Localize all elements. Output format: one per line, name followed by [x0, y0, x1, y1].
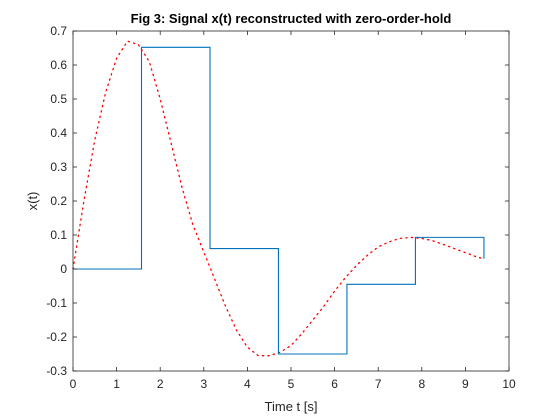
x-tick-label: 9	[462, 377, 469, 391]
series-layer	[72, 40, 485, 357]
y-tick-label: 0.2	[50, 194, 67, 208]
y-tick-label: 0.7	[50, 24, 67, 38]
x-tick-label: 6	[331, 377, 338, 391]
y-tick-label: 0.3	[50, 160, 67, 174]
x-axis-label: Time t [s]	[265, 399, 318, 414]
x-tick-label: 8	[418, 377, 425, 391]
x-tick-label: 0	[70, 377, 77, 391]
y-tick-label: 0.1	[50, 228, 67, 242]
y-tick-label: 0.5	[50, 92, 67, 106]
y-tick-label: -0.2	[46, 330, 67, 344]
chart-title: Fig 3: Signal x(t) reconstructed with ze…	[131, 11, 452, 26]
y-tick-label: 0.6	[50, 58, 67, 72]
y-tick-label: -0.3	[46, 364, 67, 378]
ticks: 0 1 2 3 4 5 6 7 8 9 10 -0.3 -0.2 -0.1 0 0.1 0.2 0.3 0.4 0.5…	[46, 24, 516, 391]
x-tick-label: 5	[288, 377, 295, 391]
x-tick-label: 2	[157, 377, 164, 391]
y-axis-label: x(t)	[25, 192, 40, 211]
y-tick-label: 0.4	[50, 126, 67, 140]
x-tick-label: 3	[200, 377, 207, 391]
x-tick-label: 4	[244, 377, 251, 391]
plot-area	[73, 31, 509, 371]
y-tick-label: -0.1	[46, 296, 67, 310]
x-tick-label: 10	[502, 377, 516, 391]
zoh-series-line	[73, 46, 485, 355]
y-tick-label: 0	[60, 262, 67, 276]
x-tick-label: 7	[375, 377, 382, 391]
x-tick-label: 1	[113, 377, 120, 391]
